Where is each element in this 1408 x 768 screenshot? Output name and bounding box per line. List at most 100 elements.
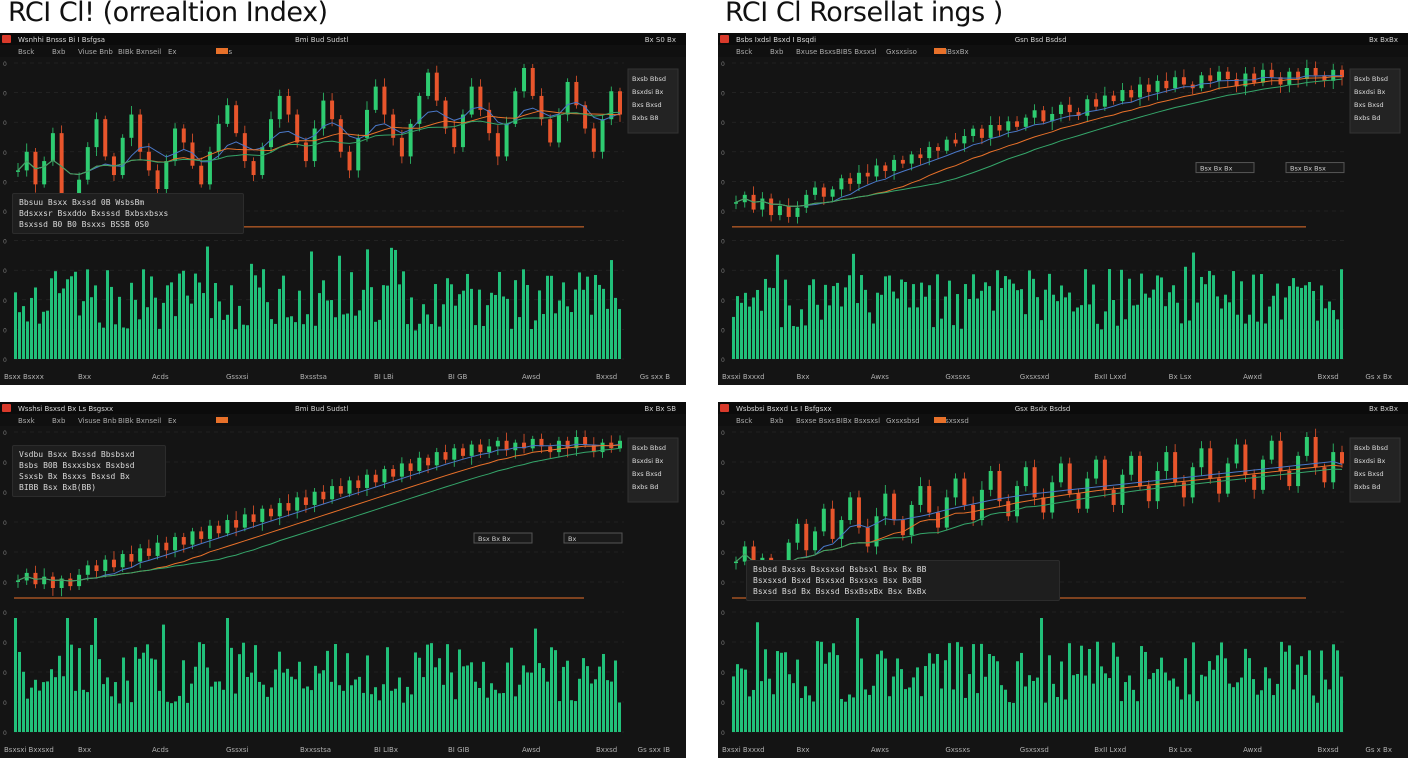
candle[interactable] [979,489,984,521]
candle[interactable] [94,565,99,572]
candle[interactable] [804,194,809,208]
candle[interactable] [1164,80,1169,89]
candle[interactable] [181,128,186,143]
candle[interactable] [103,119,108,157]
candle[interactable] [338,119,343,152]
candle[interactable] [321,100,326,129]
candle[interactable] [1076,493,1081,509]
candle[interactable] [443,100,448,129]
brand-badge-icon[interactable] [2,35,11,43]
candle[interactable] [1173,77,1178,89]
candle[interactable] [1094,459,1099,479]
candle[interactable] [225,520,230,534]
candle[interactable] [1129,455,1134,475]
candle[interactable] [382,86,387,115]
candle[interactable] [356,480,361,488]
candle[interactable] [1006,121,1011,131]
candle[interactable] [216,525,221,534]
candle[interactable] [364,474,369,488]
candle[interactable] [795,523,800,543]
candle[interactable] [583,437,588,445]
candle[interactable] [94,119,99,148]
candle[interactable] [1032,110,1037,118]
candle[interactable] [1173,452,1178,483]
candle[interactable] [760,198,765,210]
candle[interactable] [900,520,905,536]
candle[interactable] [574,437,579,449]
candle[interactable] [495,133,500,157]
candle[interactable] [487,446,492,453]
candle[interactable] [1138,84,1142,98]
candle[interactable] [1225,71,1230,80]
candle[interactable] [190,531,195,545]
candle[interactable] [207,525,212,539]
candle[interactable] [821,508,826,532]
candle[interactable] [830,508,835,539]
candle[interactable] [530,438,535,449]
candle[interactable] [234,105,239,134]
candle[interactable] [242,514,247,528]
candle[interactable] [583,105,588,129]
candle[interactable] [443,452,448,460]
chart-canvas-3[interactable]: Wsshsi Bsxsd Bx Ls Bsgsxx Bmi Bud Sudstl B… [0,402,686,758]
candle[interactable] [565,440,570,449]
candle[interactable] [1015,121,1020,127]
candle[interactable] [1023,467,1028,487]
candle[interactable] [953,139,958,144]
candle[interactable] [1340,452,1344,464]
candle[interactable] [1260,69,1265,83]
candle[interactable] [918,154,923,159]
candle[interactable] [1199,448,1204,468]
candle[interactable] [59,578,64,588]
candle[interactable] [242,133,247,162]
candle[interactable] [734,561,738,564]
chart-canvas-2[interactable]: Bsbs Ixdsl Bsxd I Bsqdi Gsn Bsd Bsdsd Bx B… [718,33,1408,385]
candle[interactable] [269,119,274,148]
candle[interactable] [1111,95,1116,102]
candle[interactable] [874,165,879,177]
candle[interactable] [487,109,492,134]
chart-panel-2[interactable]: Bsbs Ixdsl Bsxd I Bsqdi Gsn Bsd Bsdsd Bx B… [718,33,1408,385]
candle[interactable] [609,91,614,120]
candle[interactable] [1164,452,1169,471]
candle[interactable] [1313,437,1318,468]
candle[interactable] [734,202,738,204]
candle[interactable] [1155,80,1160,92]
candle[interactable] [777,205,782,216]
brand-badge-icon[interactable] [2,404,11,412]
candle[interactable] [286,503,291,511]
candle[interactable] [865,527,870,547]
candle[interactable] [1190,467,1195,498]
candle[interactable] [1058,104,1063,114]
candle[interactable] [452,128,457,148]
candle[interactable] [513,91,518,124]
candle[interactable] [813,531,818,551]
candle[interactable] [1129,90,1134,98]
candle[interactable] [1225,463,1230,494]
brand-badge-icon[interactable] [720,404,729,412]
candle[interactable] [539,438,544,447]
candle[interactable] [251,514,256,522]
toolbar-color-swatch[interactable] [934,417,946,423]
candle[interactable] [155,170,160,189]
candle[interactable] [883,165,888,171]
candle[interactable] [1217,71,1222,81]
candle[interactable] [199,531,204,539]
candle[interactable] [1076,112,1081,116]
candle[interactable] [1067,104,1072,113]
candle[interactable] [522,68,527,92]
chart-canvas-1[interactable]: Wsnhhi Bnsss Bi I Bsfgsa Bmi Bud Sudstl Bx… [0,33,686,385]
candle[interactable] [997,124,1002,131]
candle[interactable] [1041,110,1046,122]
candle[interactable] [120,137,125,176]
candle[interactable] [556,440,561,453]
candle[interactable] [618,91,622,115]
candle[interactable] [312,491,317,505]
candle[interactable] [277,95,282,120]
candle[interactable] [548,119,553,143]
candle[interactable] [251,161,256,176]
candle[interactable] [434,452,439,466]
candle[interactable] [330,486,335,500]
candle[interactable] [146,548,151,556]
candle[interactable] [111,559,116,568]
